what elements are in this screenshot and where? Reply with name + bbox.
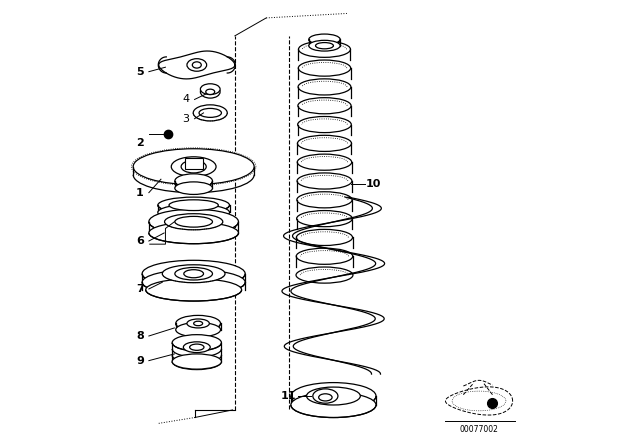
Ellipse shape xyxy=(313,389,338,403)
Ellipse shape xyxy=(297,173,352,189)
Ellipse shape xyxy=(187,59,207,71)
Ellipse shape xyxy=(297,154,352,170)
Ellipse shape xyxy=(297,192,352,208)
Text: 4: 4 xyxy=(182,95,189,104)
Ellipse shape xyxy=(189,344,204,350)
Ellipse shape xyxy=(175,216,212,227)
Ellipse shape xyxy=(133,149,254,185)
Ellipse shape xyxy=(158,204,230,220)
Ellipse shape xyxy=(291,392,376,418)
Ellipse shape xyxy=(142,260,245,287)
Ellipse shape xyxy=(200,84,220,95)
Text: 1: 1 xyxy=(136,188,144,198)
Ellipse shape xyxy=(149,209,239,234)
Ellipse shape xyxy=(193,62,201,68)
Ellipse shape xyxy=(296,229,353,246)
Ellipse shape xyxy=(307,387,360,405)
Text: 8: 8 xyxy=(136,331,144,341)
Ellipse shape xyxy=(176,315,221,332)
Ellipse shape xyxy=(319,394,332,401)
Ellipse shape xyxy=(200,86,220,98)
Text: 5: 5 xyxy=(136,67,144,77)
Ellipse shape xyxy=(175,267,212,280)
Text: 00077002: 00077002 xyxy=(460,425,499,434)
Ellipse shape xyxy=(172,335,221,351)
Ellipse shape xyxy=(181,160,206,173)
Ellipse shape xyxy=(184,342,210,353)
Ellipse shape xyxy=(296,211,353,227)
Ellipse shape xyxy=(296,267,353,283)
Ellipse shape xyxy=(296,248,353,264)
Ellipse shape xyxy=(308,40,340,51)
Text: 11: 11 xyxy=(281,392,296,401)
Ellipse shape xyxy=(146,279,242,301)
Text: 2: 2 xyxy=(136,138,144,148)
Text: 3: 3 xyxy=(182,114,189,124)
Text: 6: 6 xyxy=(136,236,144,246)
Ellipse shape xyxy=(199,108,221,117)
Ellipse shape xyxy=(298,41,351,57)
Ellipse shape xyxy=(169,200,218,211)
Ellipse shape xyxy=(298,79,351,95)
Ellipse shape xyxy=(176,323,221,337)
Ellipse shape xyxy=(193,105,227,121)
Ellipse shape xyxy=(298,98,351,114)
Ellipse shape xyxy=(149,222,239,244)
Ellipse shape xyxy=(316,43,333,49)
Ellipse shape xyxy=(308,34,340,45)
Ellipse shape xyxy=(194,321,203,326)
Ellipse shape xyxy=(298,60,351,76)
Ellipse shape xyxy=(298,135,351,151)
Ellipse shape xyxy=(298,116,351,133)
Ellipse shape xyxy=(142,270,245,295)
Text: 9: 9 xyxy=(136,356,144,366)
Ellipse shape xyxy=(187,319,209,328)
Bar xyxy=(185,158,203,169)
Text: 7: 7 xyxy=(136,284,144,294)
Text: 10: 10 xyxy=(366,179,381,189)
Ellipse shape xyxy=(158,197,230,213)
Ellipse shape xyxy=(164,214,223,230)
Ellipse shape xyxy=(206,89,215,95)
Ellipse shape xyxy=(175,182,212,194)
Ellipse shape xyxy=(163,265,225,283)
Ellipse shape xyxy=(175,174,212,188)
Ellipse shape xyxy=(291,383,376,409)
Ellipse shape xyxy=(172,157,216,177)
Ellipse shape xyxy=(184,270,204,278)
Ellipse shape xyxy=(172,354,221,369)
